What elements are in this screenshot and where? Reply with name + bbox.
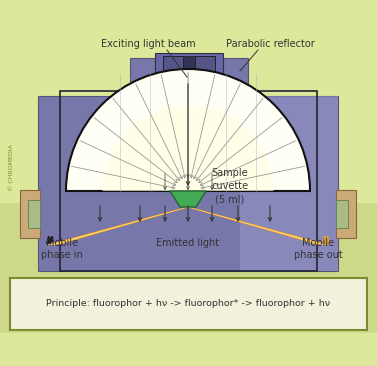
Polygon shape: [46, 207, 190, 245]
Polygon shape: [187, 207, 326, 245]
Bar: [336, 190, 356, 238]
Text: © CHROMEDIA: © CHROMEDIA: [9, 145, 14, 191]
Text: Sample
cuvette
(5 ml): Sample cuvette (5 ml): [211, 168, 248, 204]
Wedge shape: [66, 69, 310, 191]
Bar: [195, 56, 215, 78]
Text: Parabolic reflector: Parabolic reflector: [225, 39, 314, 49]
Bar: [28, 200, 40, 228]
Bar: [336, 200, 348, 228]
Polygon shape: [170, 191, 206, 207]
Text: Emitted light: Emitted light: [156, 238, 219, 248]
Bar: [20, 190, 40, 238]
Bar: [163, 56, 183, 78]
Text: Exciting light beam: Exciting light beam: [101, 39, 195, 49]
FancyBboxPatch shape: [10, 278, 367, 330]
Polygon shape: [50, 207, 188, 245]
Bar: [38, 96, 338, 271]
Bar: [130, 58, 248, 96]
Bar: [0, 203, 377, 333]
Text: Mobile
phase out: Mobile phase out: [294, 238, 342, 259]
Bar: [60, 91, 317, 271]
Text: Mobile
phase in: Mobile phase in: [41, 238, 83, 259]
Bar: [240, 96, 338, 271]
Bar: [183, 56, 195, 78]
Text: Principle: fluorophor + hν -> fluorophor* -> fluorophor + hν: Principle: fluorophor + hν -> fluorophor…: [46, 299, 331, 309]
Polygon shape: [186, 207, 330, 245]
Bar: [155, 53, 223, 83]
Wedge shape: [103, 106, 273, 191]
